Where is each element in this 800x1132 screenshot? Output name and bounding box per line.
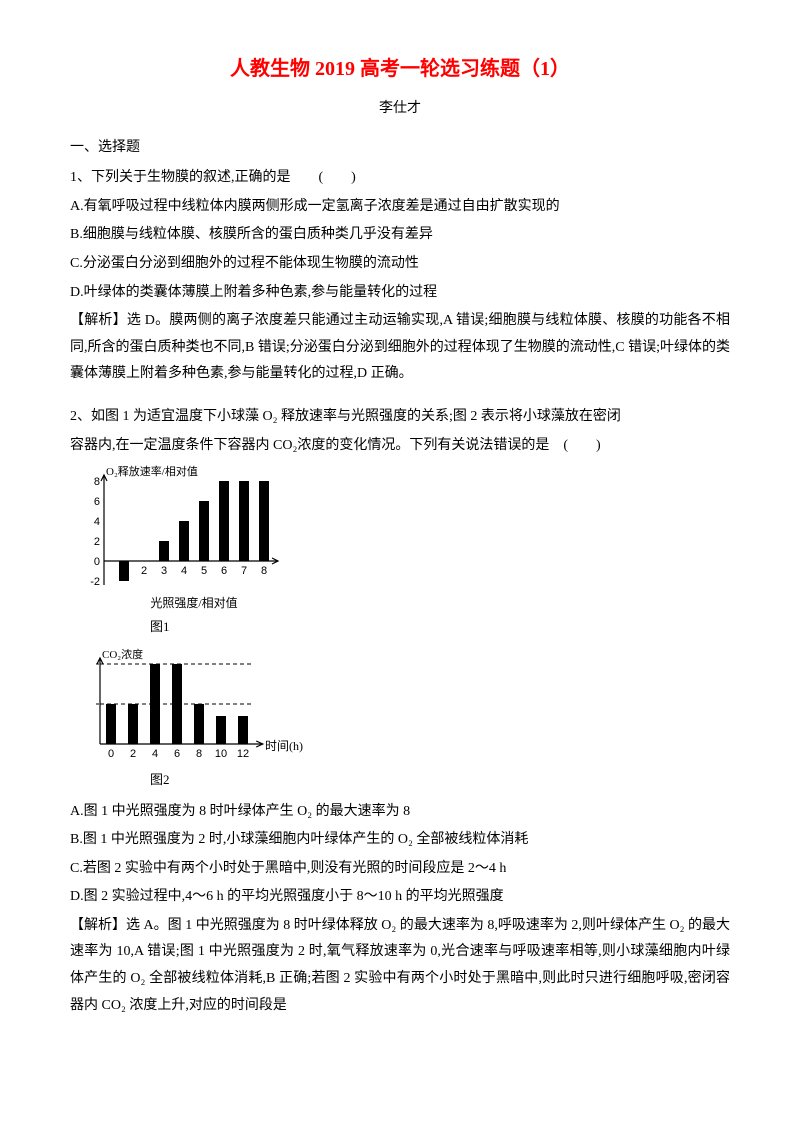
svg-text:CO₂浓度: CO₂浓度 bbox=[102, 647, 143, 661]
svg-text:2: 2 bbox=[130, 748, 136, 760]
svg-text:4: 4 bbox=[94, 516, 100, 528]
svg-text:时间(h): 时间(h) bbox=[265, 739, 303, 753]
q2-stem-line1: 2、如图 1 为适宜温度下小球藻 O₂ 释放速率与光照强度的关系;图 2 表示将… bbox=[70, 404, 730, 431]
svg-text:8: 8 bbox=[94, 476, 100, 488]
q1-option-d: D.叶绿体的类囊体薄膜上附着多种色素,参与能量转化的过程 bbox=[70, 280, 730, 307]
chart1-svg: -202468O₂释放速率/相对值12345678光照强度/相对值 bbox=[70, 463, 280, 613]
svg-text:8: 8 bbox=[261, 565, 267, 577]
svg-text:6: 6 bbox=[94, 496, 100, 508]
svg-text:10: 10 bbox=[215, 748, 227, 760]
svg-text:-2: -2 bbox=[90, 576, 100, 588]
svg-text:0: 0 bbox=[108, 748, 114, 760]
q2-option-d: D.图 2 实验过程中,4～6 h 的平均光照强度小于 8～10 h 的平均光照… bbox=[70, 884, 730, 911]
q2-stem-line2: 容器内,在一定温度条件下容器内 CO₂浓度的变化情况。下列有关说法错误的是 ( … bbox=[70, 433, 730, 460]
svg-text:6: 6 bbox=[174, 748, 180, 760]
q1-option-b: B.细胞膜与线粒体膜、核膜所含的蛋白质种类几乎没有差异 bbox=[70, 222, 730, 249]
page-title: 人教生物 2019 高考一轮选习练题（1） bbox=[70, 50, 730, 88]
chart2-caption: 图2 bbox=[150, 768, 730, 793]
svg-text:6: 6 bbox=[221, 565, 227, 577]
svg-text:光照强度/相对值: 光照强度/相对值 bbox=[150, 595, 237, 610]
svg-text:5: 5 bbox=[201, 565, 207, 577]
author: 李仕才 bbox=[70, 96, 730, 123]
svg-text:4: 4 bbox=[181, 565, 187, 577]
section-heading: 一、选择题 bbox=[70, 135, 730, 162]
svg-text:8: 8 bbox=[196, 748, 202, 760]
q1-option-a: A.有氧呼吸过程中线粒体内膜两侧形成一定氢离子浓度差是通过自由扩散实现的 bbox=[70, 194, 730, 221]
svg-text:3: 3 bbox=[161, 565, 167, 577]
q2-option-a: A.图 1 中光照强度为 8 时叶绿体产生 O₂ 的最大速率为 8 bbox=[70, 799, 730, 826]
svg-text:4: 4 bbox=[152, 748, 158, 760]
svg-text:7: 7 bbox=[241, 565, 247, 577]
q2-option-b: B.图 1 中光照强度为 2 时,小球藻细胞内叶绿体产生的 O₂ 全部被线粒体消… bbox=[70, 827, 730, 854]
q1-option-c: C.分泌蛋白分泌到细胞外的过程不能体现生物膜的流动性 bbox=[70, 251, 730, 278]
svg-text:12: 12 bbox=[237, 748, 249, 760]
q1-stem: 1、下列关于生物膜的叙述,正确的是 ( ) bbox=[70, 165, 730, 192]
chart2-container: CO₂浓度 0 2 4 6 8 10 12 时间(h) 图2 bbox=[70, 646, 730, 793]
svg-text:O₂释放速率/相对值: O₂释放速率/相对值 bbox=[106, 464, 198, 478]
chart1-caption: 图1 bbox=[150, 615, 730, 640]
q2-option-c: C.若图 2 实验中有两个小时处于黑暗中,则没有光照的时间段应是 2～4 h bbox=[70, 856, 730, 883]
chart2-svg: CO₂浓度 0 2 4 6 8 10 12 时间(h) bbox=[70, 646, 320, 766]
svg-text:2: 2 bbox=[94, 536, 100, 548]
svg-text:2: 2 bbox=[141, 565, 147, 577]
svg-text:0: 0 bbox=[94, 556, 100, 568]
chart1-container: -202468O₂释放速率/相对值12345678光照强度/相对值 图1 bbox=[70, 463, 730, 640]
q2-answer: 【解析】选 A。图 1 中光照强度为 8 时叶绿体释放 O₂ 的最大速率为 8,… bbox=[70, 913, 730, 1019]
q1-answer: 【解析】选 D。膜两侧的离子浓度差只能通过主动运输实现,A 错误;细胞膜与线粒体… bbox=[70, 308, 730, 388]
